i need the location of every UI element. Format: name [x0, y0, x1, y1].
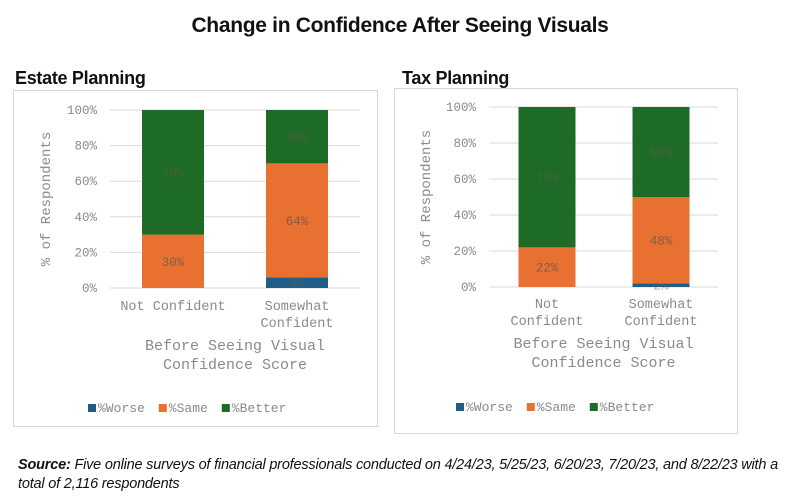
- estate-category-label: Confident: [261, 317, 334, 332]
- estate-data-label-better-0: 70%: [162, 167, 185, 181]
- estate-y-tick-label: 0%: [82, 282, 98, 296]
- tax-legend-swatch-worse: [456, 403, 464, 411]
- estate-y-tick-label: 60%: [74, 175, 97, 189]
- tax-category-label: Not: [535, 298, 559, 313]
- tax-y-tick-label: 100%: [446, 101, 477, 115]
- estate-bar-worse-1: [266, 277, 328, 288]
- tax-bar-worse-1: [632, 283, 690, 287]
- tax-y-axis-label: % of Respondents: [419, 130, 435, 264]
- estate-legend-label-worse: %Worse: [98, 401, 145, 416]
- estate-bar-same-0: [142, 234, 204, 288]
- estate-data-label-better-1: 30%: [286, 131, 309, 145]
- tax-y-tick-label: 40%: [453, 209, 476, 223]
- tax-y-tick-label: 0%: [461, 281, 477, 295]
- estate-legend-swatch-worse: [88, 404, 96, 412]
- tax-y-tick-label: 80%: [453, 137, 476, 151]
- estate-category-label: Not Confident: [120, 300, 225, 315]
- tax-legend-label-same: %Same: [537, 400, 576, 415]
- tax-data-label-better-0: 78%: [536, 172, 559, 186]
- tax-legend-label-worse: %Worse: [466, 400, 513, 415]
- estate-data-label-same-0: 30%: [162, 256, 185, 270]
- tax-legend-swatch-same: [526, 403, 535, 411]
- estate-y-tick-label: 40%: [74, 211, 97, 225]
- tax-x-axis-title: Confidence Score: [531, 355, 675, 372]
- tax-bar-better-0: [518, 107, 576, 248]
- tax-category-label: Somewhat: [629, 298, 694, 313]
- estate-x-axis-title: Confidence Score: [163, 357, 307, 374]
- source-text: Five online surveys of financial profess…: [18, 457, 778, 492]
- estate-bar-same-1: [266, 163, 328, 278]
- estate-legend-swatch-better: [221, 404, 230, 412]
- tax-legend-swatch-better: [589, 403, 598, 411]
- estate-y-tick-label: 20%: [74, 246, 97, 260]
- estate-data-label-worse-1: 6%: [289, 277, 305, 291]
- tax-data-label-same-1: 48%: [650, 235, 673, 249]
- tax-y-tick-label: 20%: [453, 245, 476, 259]
- tax-x-axis-title: Before Seeing Visual: [513, 336, 693, 353]
- tax-planning-title: Tax Planning: [402, 68, 510, 88]
- estate-legend-label-better: %Better: [232, 401, 287, 416]
- estate-x-axis-title: Before Seeing Visual: [145, 338, 325, 355]
- tax-category-label: Confident: [625, 315, 698, 330]
- estate-category-label: Somewhat: [265, 300, 330, 315]
- source-label: Source:: [18, 457, 71, 473]
- main-title: Change in Confidence After Seeing Visual…: [191, 14, 609, 37]
- tax-category-label: Confident: [511, 315, 584, 330]
- tax-data-label-same-0: 22%: [536, 262, 559, 276]
- estate-bar-better-1: [266, 110, 328, 164]
- estate-bar-better-0: [142, 110, 204, 235]
- tax-bar-same-0: [518, 247, 576, 287]
- estate-y-tick-label: 80%: [74, 140, 97, 154]
- estate-legend-label-same: %Same: [169, 401, 208, 416]
- tax-bar-better-1: [632, 107, 690, 197]
- estate-y-axis-label: % of Respondents: [39, 132, 55, 266]
- tax-legend-label-better: %Better: [600, 400, 655, 415]
- tax-data-label-better-1: 50%: [650, 147, 673, 161]
- estate-planning-title: Estate Planning: [15, 68, 146, 88]
- source-note: Source: Five online surveys of financial…: [18, 456, 798, 494]
- estate-data-label-same-1: 64%: [286, 215, 309, 229]
- tax-y-tick-label: 60%: [453, 173, 476, 187]
- estate-y-tick-label: 100%: [67, 104, 98, 118]
- tax-bar-same-1: [632, 197, 690, 284]
- estate-legend-swatch-same: [158, 404, 167, 412]
